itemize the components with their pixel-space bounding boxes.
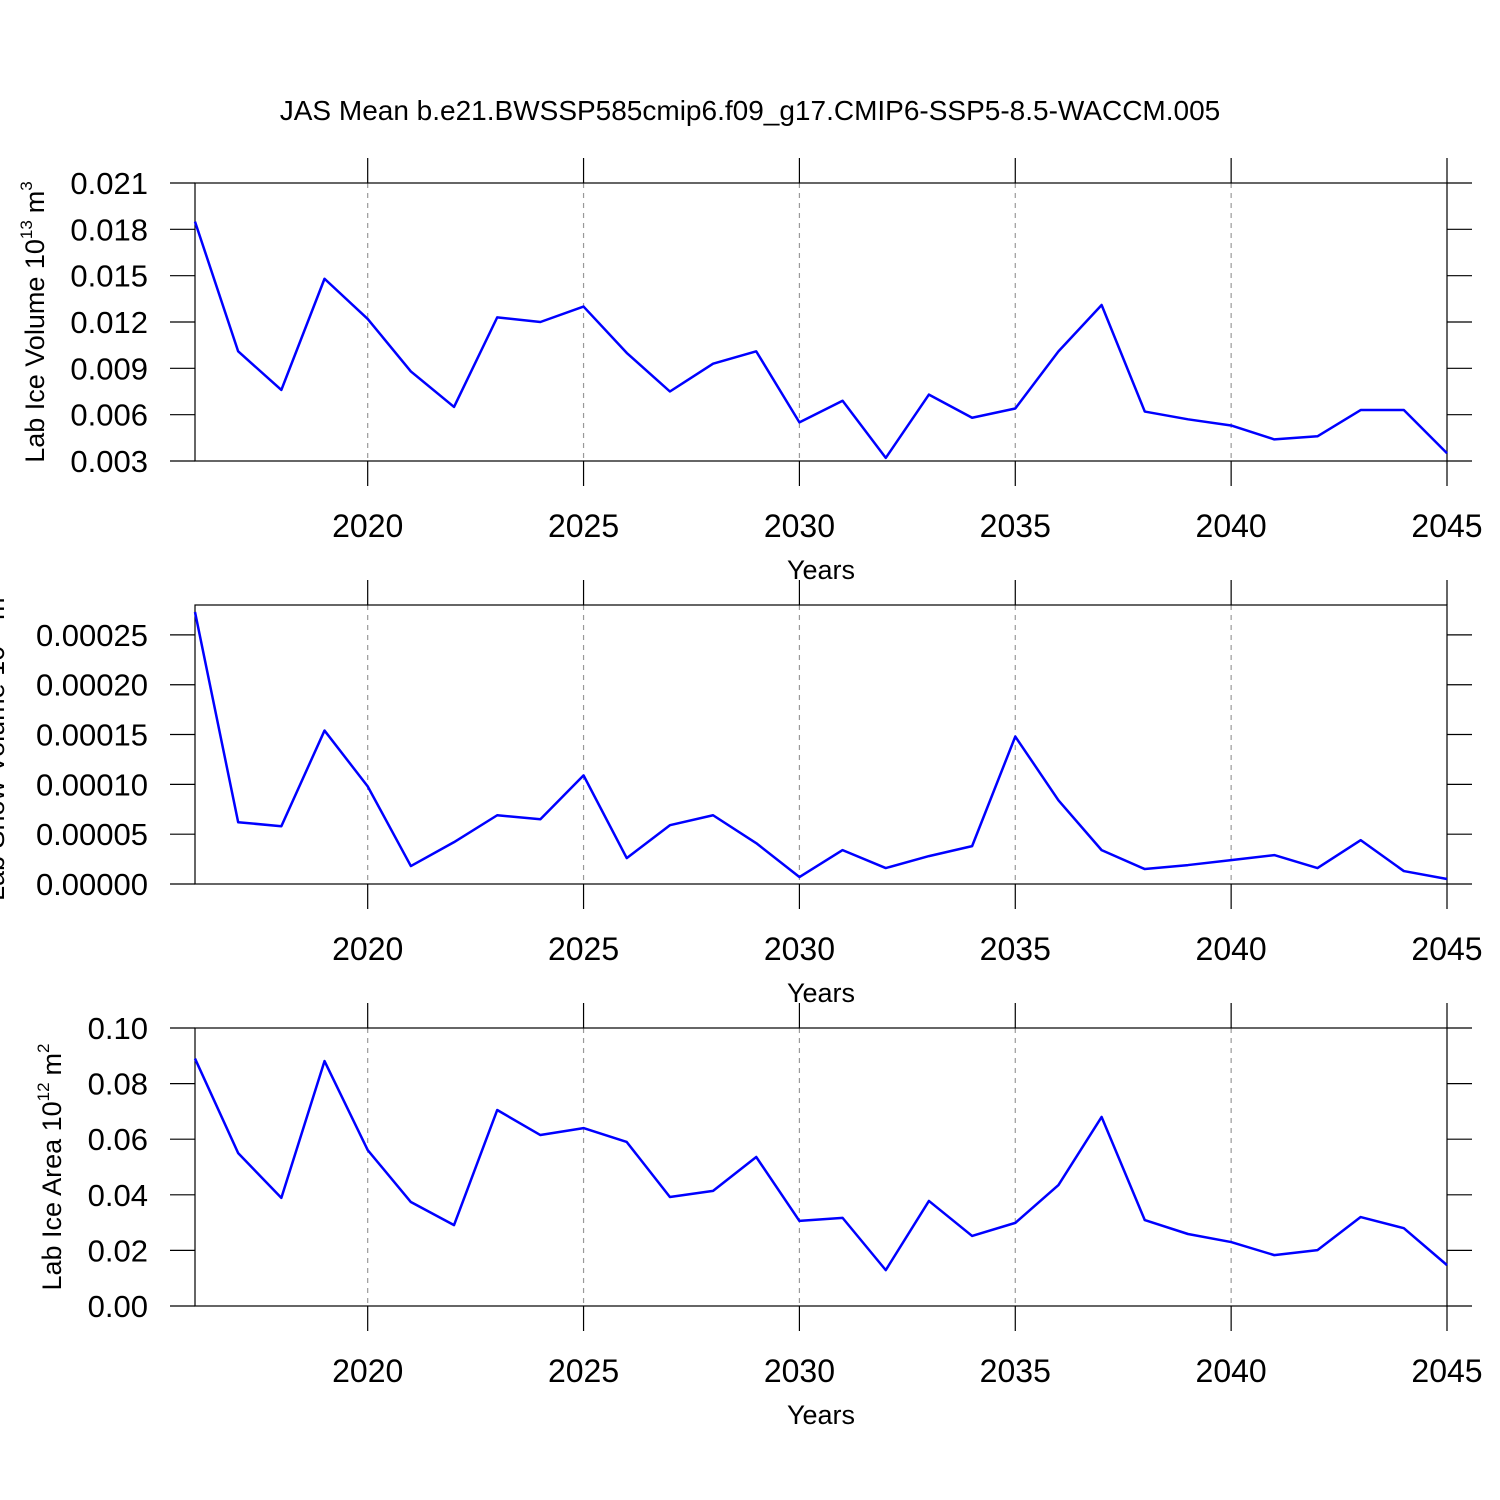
x-tick-label: 2020 [332, 931, 403, 967]
x-tick-label: 2035 [980, 508, 1051, 544]
x-tick-label: 2045 [1411, 931, 1482, 967]
x-tick-label: 2045 [1411, 508, 1482, 544]
y-axis-label: Lab Ice Volume 1013 m3 [17, 181, 50, 463]
chart-title: JAS Mean b.e21.BWSSP585cmip6.f09_g17.CMI… [280, 95, 1221, 126]
panel: 2020 2025 2030 2035 2040 2045 0.00 0.02 0.04 0.06… [34, 1003, 1483, 1430]
y-label-unit-exp: 3 [17, 181, 36, 190]
y-tick-label: 0.012 [70, 305, 148, 340]
y-tick-label: 0.00005 [36, 817, 148, 852]
panel: JAS Mean b.e21.BWSSP585cmip6.f09_g17.CMI… [17, 95, 1483, 585]
y-axis-label: Lab Ice Area 1012 m2 [34, 1043, 67, 1290]
x-tick-label: 2025 [548, 1353, 619, 1389]
data-line [193, 611, 1448, 881]
x-tick-label: 2020 [332, 508, 403, 544]
plot-frame [194, 182, 1448, 462]
x-tick-label: 2020 [332, 1353, 403, 1389]
y-tick-label: 0.04 [88, 1178, 148, 1213]
y-tick-label: 0.00025 [36, 618, 148, 653]
y-tick-label: 0.00 [88, 1289, 148, 1324]
x-tick-label: 2030 [764, 508, 835, 544]
x-axis-label: Years [787, 978, 855, 1008]
x-tick-label: 2040 [1196, 1353, 1267, 1389]
y-tick-label: 0.08 [88, 1067, 148, 1102]
y-tick-label: 0.06 [88, 1122, 148, 1157]
y-tick-label: 0.015 [70, 259, 148, 294]
y-label-text: Lab Snow Volume 10 [0, 646, 10, 901]
y-tick-label: 0.003 [70, 444, 148, 479]
x-tick-label: 2025 [548, 508, 619, 544]
plot-frame [194, 604, 1448, 885]
y-tick-label: 0.02 [88, 1233, 148, 1268]
y-tick-label: 0.00000 [36, 867, 148, 902]
y-label-exp: 13 [17, 220, 36, 239]
x-tick-label: 2040 [1196, 508, 1267, 544]
x-tick-label: 2040 [1196, 931, 1267, 967]
y-label-text: Lab Ice Volume 10 [20, 239, 50, 463]
y-tick-label: 0.009 [70, 351, 148, 386]
x-axis-label: Years [787, 1400, 855, 1430]
x-tick-label: 2030 [764, 931, 835, 967]
y-label-exp: 12 [34, 1082, 53, 1101]
y-tick-label: 0.018 [70, 212, 148, 247]
y-label-unit-exp: 2 [34, 1043, 53, 1052]
y-label-text: Lab Ice Area 10 [37, 1101, 67, 1290]
x-tick-label: 2035 [980, 1353, 1051, 1389]
y-tick-label: 0.021 [70, 166, 148, 201]
x-axis-label: Years [787, 555, 855, 585]
data-line [193, 221, 1448, 460]
y-label-unit: m [37, 1053, 67, 1076]
panel: 2020 2025 2030 2035 2040 2045 0.00000 0.00005 0.… [0, 580, 1483, 1008]
y-tick-label: 0.00015 [36, 718, 148, 753]
plot-frame [194, 1027, 1448, 1307]
x-tick-label: 2035 [980, 931, 1051, 967]
x-tick-label: 2025 [548, 931, 619, 967]
y-tick-label: 0.006 [70, 398, 148, 433]
y-tick-label: 0.00020 [36, 668, 148, 703]
x-tick-label: 2030 [764, 1353, 835, 1389]
data-line [193, 1058, 1448, 1272]
y-tick-label: 0.00010 [36, 767, 148, 802]
x-tick-label: 2045 [1411, 1353, 1482, 1389]
y-label-unit: m [0, 597, 10, 620]
y-axis-label: Lab Snow Volume 1013m3 [0, 588, 10, 901]
y-tick-label: 0.10 [88, 1011, 148, 1046]
y-label-unit: m [20, 191, 50, 214]
